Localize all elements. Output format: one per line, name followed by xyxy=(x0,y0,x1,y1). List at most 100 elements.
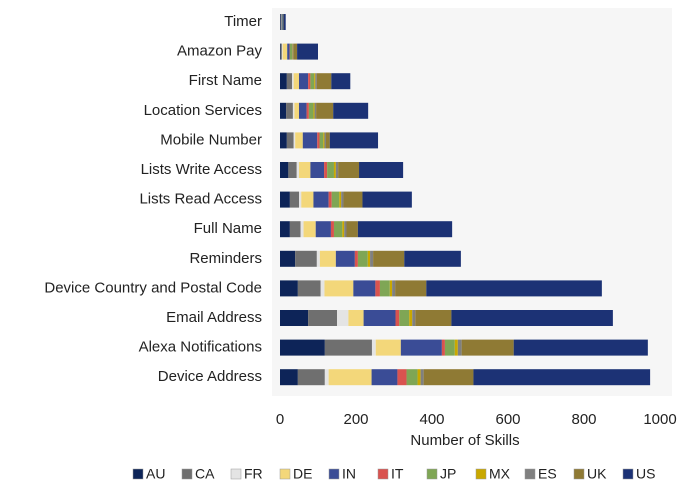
bar-segment xyxy=(337,310,349,326)
bar-segment xyxy=(328,191,332,208)
legend-swatch xyxy=(132,468,144,480)
y-tick-label: Device Country and Postal Code xyxy=(44,279,262,296)
bar-segment xyxy=(370,250,374,267)
bar-segment xyxy=(513,339,648,356)
bar-segment xyxy=(324,162,328,178)
bar-segment xyxy=(375,280,380,297)
bar-segment xyxy=(371,339,376,356)
bar-segment xyxy=(299,102,307,119)
bar-segment xyxy=(348,310,364,326)
bar-segment xyxy=(299,162,311,178)
bar-segment xyxy=(457,339,462,356)
bar-segment xyxy=(341,191,344,208)
legend-swatch xyxy=(475,468,487,480)
legend-swatch xyxy=(524,468,536,480)
bar-segment xyxy=(314,73,316,90)
legend-swatch xyxy=(181,468,193,480)
bar-segment xyxy=(333,221,343,238)
bar-segment xyxy=(319,250,336,267)
y-tick-label: Alexa Notifications xyxy=(139,339,262,356)
bar-segment xyxy=(293,43,298,60)
bar-segment xyxy=(379,280,390,297)
bar-segment xyxy=(409,310,413,326)
y-tick-label: Reminders xyxy=(189,250,262,267)
bar-segment xyxy=(313,102,315,119)
bar-segment xyxy=(320,280,325,297)
bar-segment xyxy=(399,310,410,326)
bar-segment xyxy=(324,339,372,356)
bar-segment xyxy=(289,191,299,208)
bar-segment xyxy=(367,250,371,267)
bar-segment xyxy=(297,369,325,386)
bar-segment xyxy=(327,162,334,178)
bar-segment xyxy=(280,132,287,149)
y-tick-label: Mobile Number xyxy=(160,131,262,148)
bar-segment xyxy=(415,310,452,326)
bar-segment xyxy=(299,73,309,90)
x-tick-label: 600 xyxy=(495,411,520,428)
bar-segment xyxy=(335,250,355,267)
bar-segment xyxy=(426,280,602,297)
bar-segment xyxy=(280,191,290,208)
bar-segment xyxy=(362,191,412,208)
bar-segment xyxy=(280,280,298,297)
bar-segment xyxy=(357,221,453,238)
bar-segment xyxy=(313,191,329,208)
x-tick-label: 800 xyxy=(571,411,596,428)
bar-segment xyxy=(375,339,401,356)
bar-segment xyxy=(335,162,339,178)
bar-segment xyxy=(392,280,396,297)
bar-segment xyxy=(281,14,283,30)
y-tick-label: Timer xyxy=(224,13,262,30)
bar-segment xyxy=(373,250,405,267)
legend-swatch xyxy=(426,468,438,480)
bar-segment xyxy=(280,102,287,119)
y-tick-label: Device Address xyxy=(158,368,262,385)
bar-segment xyxy=(315,221,331,238)
y-tick-label: Lists Write Access xyxy=(141,161,262,178)
bar-segment xyxy=(292,73,294,90)
bar-segment xyxy=(286,102,293,119)
bar-segment xyxy=(412,310,416,326)
bar-segment xyxy=(406,369,418,386)
y-tick-label: Email Address xyxy=(166,309,262,326)
bar-segment xyxy=(280,162,289,178)
bar-segment xyxy=(346,221,358,238)
bar-segment xyxy=(292,43,294,60)
bar-segment xyxy=(359,162,404,178)
bar-segment xyxy=(354,250,358,267)
y-tick-label: Full Name xyxy=(194,220,262,237)
bar-segment xyxy=(280,369,298,386)
bar-segment xyxy=(473,369,651,386)
bar-segment xyxy=(292,102,295,119)
bar-segment xyxy=(338,162,360,178)
bar-segment xyxy=(397,369,407,386)
x-axis-label: Number of Skills xyxy=(410,432,519,449)
bar-segment xyxy=(363,310,396,326)
bar-segment xyxy=(293,132,296,149)
bar-segment xyxy=(451,310,613,326)
bar-segment xyxy=(286,132,294,149)
bar-segment xyxy=(280,14,281,30)
x-tick-label: 400 xyxy=(419,411,444,428)
legend-label: US xyxy=(636,466,655,482)
bar-segment xyxy=(324,369,329,386)
bar-segment xyxy=(308,102,314,119)
bar-segment xyxy=(294,102,299,119)
legend-label: UK xyxy=(587,466,607,482)
bar-segment xyxy=(324,132,326,149)
bar-segment xyxy=(310,162,325,178)
legend-label: FR xyxy=(244,466,263,482)
bar-segment xyxy=(344,221,347,238)
x-tick-label: 0 xyxy=(276,411,284,428)
bar-segment xyxy=(417,369,421,386)
bar-segment xyxy=(295,250,317,267)
bar-segment xyxy=(308,310,337,326)
bar-segment xyxy=(353,280,376,297)
legend-swatch xyxy=(573,468,585,480)
bar-segment xyxy=(283,14,286,30)
bar-segment xyxy=(328,369,372,386)
bar-segment xyxy=(308,73,311,90)
bar-segment xyxy=(330,221,334,238)
